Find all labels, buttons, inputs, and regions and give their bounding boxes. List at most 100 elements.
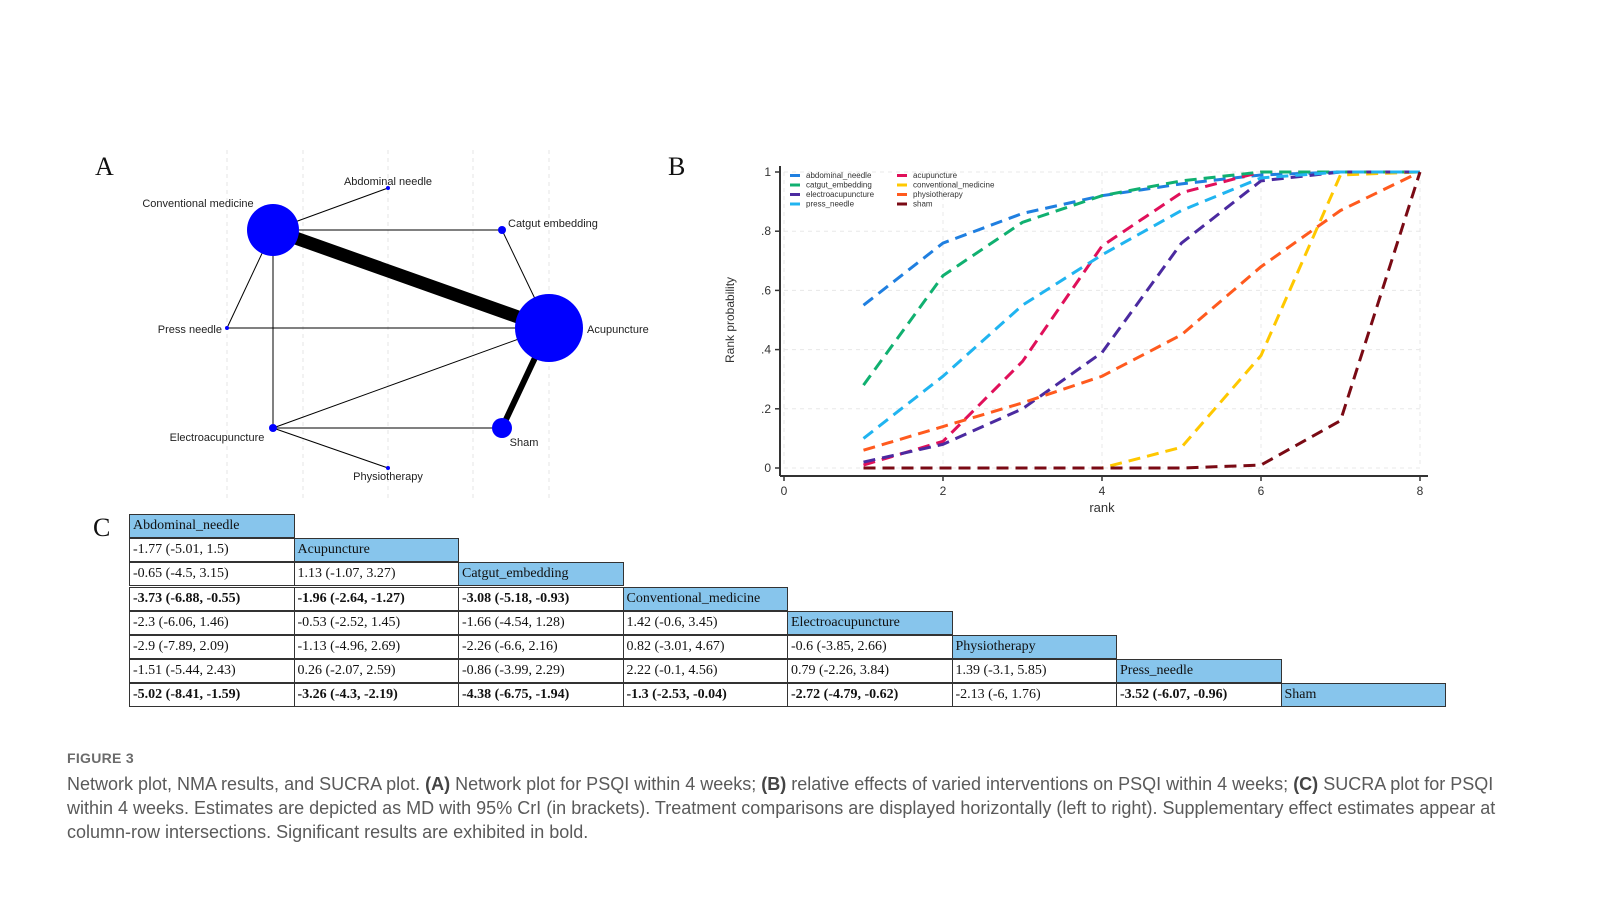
legend-swatch-conventional_medicine	[897, 183, 907, 187]
treatment-header-sham: Sham	[1280, 683, 1446, 708]
network-node-acupuncture	[515, 294, 583, 362]
network-node-conventional	[247, 204, 299, 256]
effect-cell: -1.77 (-5.01, 1.5)	[129, 538, 295, 563]
series-line-acupuncture	[863, 170, 1420, 467]
treatment-header-conventional_medicine: Conventional_medicine	[622, 586, 788, 611]
effect-cell: -3.26 (-4.3, -2.19)	[293, 683, 459, 708]
effect-cell: 0.79 (-2.26, 3.84)	[787, 659, 953, 684]
treatment-header-electroacupuncture: Electroacupuncture	[787, 610, 953, 635]
network-label-press: Press needle	[158, 324, 222, 336]
network-edge-electro-acupuncture	[272, 327, 550, 429]
y-tick-label: .8	[761, 224, 771, 238]
treatment-header-abdominal_needle: Abdominal_needle	[129, 514, 295, 538]
network-label-abdominal: Abdominal needle	[344, 176, 432, 188]
effect-cell: -4.38 (-6.75, -1.94)	[458, 683, 624, 708]
network-edge-conventional-acupuncture	[270, 223, 552, 335]
treatment-header-press_needle: Press_needle	[1116, 659, 1282, 684]
legend-label-sham: sham	[913, 200, 933, 209]
legend-label-press_needle: press_needle	[806, 200, 855, 209]
legend-swatch-press_needle	[790, 202, 800, 206]
network-edge-electro-physio	[272, 427, 389, 469]
caption-tag-a: (A)	[425, 774, 451, 794]
network-node-sham	[492, 418, 512, 438]
legend-label-abdominal_needle: abdominal_needle	[806, 171, 872, 180]
effect-cell: 1.39 (-3.1, 5.85)	[951, 659, 1117, 684]
treatment-header-acupuncture: Acupuncture	[293, 538, 459, 563]
effect-cell: -0.65 (-4.5, 3.15)	[129, 562, 295, 587]
effect-cell: -2.3 (-6.06, 1.46)	[129, 610, 295, 635]
panel-letter-a: A	[95, 152, 114, 181]
network-label-acupuncture: Acupuncture	[587, 324, 649, 336]
network-plot: Conventional medicine Abdominal needle Cat…	[142, 150, 649, 500]
series-line-catgut_embedding	[862, 170, 1420, 387]
effect-cell: -3.52 (-6.07, -0.96)	[1116, 683, 1282, 708]
caption-text: Network plot, NMA results, and SUCRA plo…	[67, 772, 1517, 844]
figure-label: FIGURE 3	[67, 750, 134, 766]
series-line-sham	[863, 171, 1422, 470]
legend-label-physiotherapy: physiotherapy	[913, 190, 963, 199]
effect-cell: 1.13 (-1.07, 3.27)	[293, 562, 459, 587]
caption-intro: Network plot, NMA results, and SUCRA plo…	[67, 774, 426, 794]
caption-text-c: SUCRA plot for PSQI within 4 weeks. Esti…	[67, 774, 1496, 842]
x-tick-label: 2	[940, 484, 947, 498]
y-tick-label: 0	[764, 461, 771, 475]
effect-cell: 2.22 (-0.1, 4.56)	[622, 659, 788, 684]
network-node-catgut	[498, 226, 506, 234]
figure-caption: FIGURE 3 Network plot, NMA results, and …	[67, 750, 1517, 844]
effect-cell: -3.08 (-5.18, -0.93)	[458, 586, 624, 611]
effect-cell: -0.86 (-3.99, 2.29)	[458, 659, 624, 684]
caption-text-a: Network plot for PSQI within 4 weeks;	[450, 774, 762, 794]
y-axis-label: Rank probability	[723, 277, 737, 363]
x-tick-label: 0	[781, 484, 788, 498]
legend-label-conventional_medicine: conventional_medicine	[913, 181, 995, 190]
panel-letter-c: C	[93, 513, 111, 542]
network-node-abdominal	[386, 186, 390, 190]
effect-cell: -1.66 (-4.54, 1.28)	[458, 610, 624, 635]
network-label-catgut: Catgut embedding	[508, 218, 598, 230]
effect-cell: -5.02 (-8.41, -1.59)	[129, 683, 295, 708]
series-line-electroacupuncture	[863, 170, 1420, 464]
x-tick-label: 6	[1258, 484, 1265, 498]
legend-swatch-abdominal_needle	[790, 174, 800, 177]
effect-cell: -2.13 (-6, 1.76)	[951, 683, 1117, 708]
y-tick-label: 1	[764, 165, 771, 179]
treatment-header-catgut_embedding: Catgut_embedding	[458, 562, 624, 587]
legend-label-acupuncture: acupuncture	[913, 171, 958, 180]
effect-cell: -1.13 (-4.96, 2.69)	[293, 635, 459, 659]
legend-swatch-catgut_embedding	[790, 183, 800, 187]
y-tick-label: .2	[761, 402, 771, 416]
effect-cell: -1.96 (-2.64, -1.27)	[293, 586, 459, 611]
series-line-physiotherapy	[863, 170, 1421, 452]
network-node-physio	[386, 466, 390, 470]
network-node-electro	[269, 424, 277, 432]
effect-cell: -0.53 (-2.52, 1.45)	[293, 610, 459, 635]
effect-cell: -3.73 (-6.88, -0.55)	[129, 586, 295, 611]
caption-text-b: relative effects of varied interventions…	[786, 774, 1294, 794]
y-tick-label: .4	[761, 343, 771, 357]
effect-cell: -1.3 (-2.53, -0.04)	[622, 683, 788, 708]
caption-tag-b: (B)	[761, 774, 787, 794]
league-table: Abdominal_needle Acupuncture -1.77 (-5.01,…	[129, 514, 1482, 726]
legend-label-catgut_embedding: catgut_embedding	[806, 181, 872, 190]
effect-cell: 0.26 (-2.07, 2.59)	[293, 659, 459, 684]
y-tick-label: .6	[761, 283, 771, 297]
network-node-press	[225, 326, 229, 330]
effect-cell: 1.42 (-0.6, 3.45)	[622, 610, 788, 635]
treatment-header-physiotherapy: Physiotherapy	[951, 635, 1117, 659]
network-label-sham: Sham	[510, 437, 539, 449]
legend-label-electroacupuncture: electroacupuncture	[806, 190, 875, 199]
legend-swatch-physiotherapy	[897, 193, 907, 196]
caption-tag-c: (C)	[1293, 774, 1319, 794]
series-line-abdominal_needle	[862, 170, 1420, 307]
effect-cell: -1.51 (-5.44, 2.43)	[129, 659, 295, 684]
legend-swatch-acupuncture	[897, 174, 907, 177]
effect-cell: -0.6 (-3.85, 2.66)	[787, 635, 953, 659]
effect-cell: -2.26 (-6.6, 2.16)	[458, 635, 624, 659]
legend-swatch-sham	[897, 202, 907, 206]
network-label-physio: Physiotherapy	[353, 471, 423, 483]
series-line-press_needle	[862, 170, 1420, 440]
x-tick-label: 8	[1417, 484, 1424, 498]
panel-letter-b: B	[668, 152, 686, 181]
x-axis-label: rank	[1089, 500, 1115, 515]
rank-probability-chart: 0 .2 .4 .6 .8 1 0 2 4 6 8 abdominal_needlecatgut_e…	[723, 165, 1428, 515]
